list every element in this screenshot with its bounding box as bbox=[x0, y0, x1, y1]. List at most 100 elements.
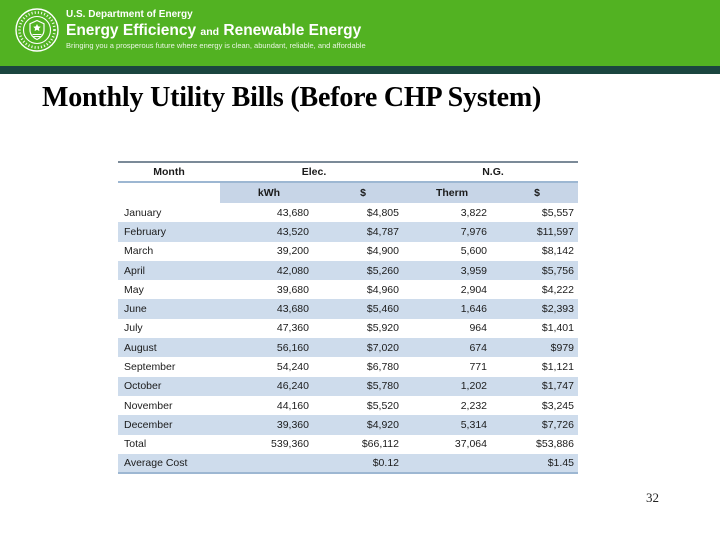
cell-elec-cost: $4,805 bbox=[366, 206, 399, 219]
table-row: September 54,240 $6,780 771 $1,121 bbox=[118, 357, 578, 377]
cell-ng-cost: $3,245 bbox=[541, 399, 574, 412]
cell-ng-cost: $53,886 bbox=[536, 438, 574, 451]
doe-seal-icon bbox=[15, 8, 59, 52]
col-header-ng-dollars: $ bbox=[496, 182, 578, 203]
cell-kwh: 43,680 bbox=[276, 303, 309, 316]
table-group-header-row: Month Elec. N.G. bbox=[118, 161, 578, 183]
cell-month: January bbox=[124, 206, 162, 219]
cell-ng-cost: $8,142 bbox=[541, 245, 574, 258]
cell-month: October bbox=[124, 380, 162, 393]
cell-month: May bbox=[124, 283, 144, 296]
cell-kwh: 539,360 bbox=[271, 438, 309, 451]
cell-elec-cost: $6,780 bbox=[366, 361, 399, 374]
cell-kwh: 42,080 bbox=[276, 264, 309, 277]
cell-therm: 1,202 bbox=[460, 380, 487, 393]
cell-kwh: 39,680 bbox=[276, 283, 309, 296]
cell-month: February bbox=[124, 225, 167, 238]
cell-therm: 1,646 bbox=[460, 303, 487, 316]
cell-kwh: 39,200 bbox=[276, 245, 309, 258]
cell-therm: 2,904 bbox=[460, 283, 487, 296]
cell-month: Total bbox=[124, 438, 147, 451]
cell-therm: 3,822 bbox=[460, 206, 487, 219]
cell-elec-cost: $5,780 bbox=[366, 380, 399, 393]
cell-elec-cost: $4,787 bbox=[366, 225, 399, 238]
table-row: January 43,680 $4,805 3,822 $5,557 bbox=[118, 203, 578, 223]
cell-elec-cost: $4,900 bbox=[366, 245, 399, 258]
doe-banner: U.S. Department of Energy Energy Efficie… bbox=[0, 0, 720, 66]
cell-elec-cost: $7,020 bbox=[366, 341, 399, 354]
cell-month: July bbox=[124, 322, 143, 335]
cell-kwh: 43,680 bbox=[276, 206, 309, 219]
col-group-ng: N.G. bbox=[408, 161, 578, 183]
cell-ng-cost: $5,557 bbox=[541, 206, 574, 219]
table-row: April 42,080 $5,260 3,959 $5,756 bbox=[118, 260, 578, 281]
cell-ng-cost: $2,393 bbox=[541, 303, 574, 316]
subheader-blank-cell bbox=[118, 182, 220, 203]
table-subheader-row: kWh $ Therm $ bbox=[118, 182, 578, 203]
cell-therm: 7,976 bbox=[460, 225, 487, 238]
banner-accent-stripe bbox=[0, 66, 720, 74]
cell-therm: 5,314 bbox=[460, 418, 487, 431]
col-header-kwh: kWh bbox=[220, 182, 318, 203]
table-row: June 43,680 $5,460 1,646 $2,393 bbox=[118, 299, 578, 319]
cell-elec-cost: $4,920 bbox=[366, 418, 399, 431]
cell-elec-cost: $0.12 bbox=[318, 453, 408, 475]
table-row: October 46,240 $5,780 1,202 $1,747 bbox=[118, 376, 578, 396]
cell-month: August bbox=[124, 341, 157, 354]
col-group-elec: Elec. bbox=[220, 161, 408, 183]
cell-month: September bbox=[124, 361, 176, 374]
program-and: and bbox=[200, 25, 220, 38]
program-part1: Energy Efficiency bbox=[66, 21, 197, 39]
table-row: November 44,160 $5,520 2,232 $3,245 bbox=[118, 395, 578, 416]
cell-elec-cost: $66,112 bbox=[361, 438, 399, 451]
banner-tagline: Bringing you a prosperous future where e… bbox=[66, 41, 366, 51]
banner-text: U.S. Department of Energy Energy Efficie… bbox=[66, 9, 366, 51]
cell-elec-cost: $5,460 bbox=[366, 303, 399, 316]
cell-month: December bbox=[124, 418, 173, 431]
cell-ng-cost: $1,401 bbox=[541, 322, 574, 335]
cell-kwh: 44,160 bbox=[276, 399, 309, 412]
cell-ng-cost: $1.45 bbox=[496, 453, 578, 475]
utility-bills-table: Month Elec. N.G. kWh $ Therm $ January 4… bbox=[118, 161, 578, 475]
cell-elec-cost: $4,960 bbox=[366, 283, 399, 296]
table-row: February 43,520 $4,787 7,976 $11,597 bbox=[118, 222, 578, 242]
table-row: December 39,360 $4,920 5,314 $7,726 bbox=[118, 415, 578, 435]
col-header-month: Month bbox=[118, 161, 220, 183]
cell-therm: 771 bbox=[469, 361, 487, 374]
cell-therm: 674 bbox=[469, 341, 487, 354]
cell-therm bbox=[408, 453, 496, 475]
cell-therm: 37,064 bbox=[454, 438, 487, 451]
page-number: 32 bbox=[646, 490, 659, 505]
table-row: August 56,160 $7,020 674 $979 bbox=[118, 338, 578, 358]
cell-elec-cost: $5,260 bbox=[366, 264, 399, 277]
cell-ng-cost: $1,121 bbox=[541, 361, 574, 374]
cell-ng-cost: $4,222 bbox=[541, 283, 574, 296]
cell-month: June bbox=[124, 303, 147, 316]
agency-name: U.S. Department of Energy bbox=[66, 9, 193, 20]
program-part2: Renewable Energy bbox=[223, 21, 362, 39]
cell-kwh: 54,240 bbox=[276, 361, 309, 374]
cell-kwh: 39,360 bbox=[276, 418, 309, 431]
cell-elec-cost: $5,920 bbox=[366, 322, 399, 335]
cell-kwh bbox=[220, 453, 318, 475]
cell-kwh: 47,360 bbox=[276, 322, 309, 335]
cell-kwh: 56,160 bbox=[276, 341, 309, 354]
cell-month: November bbox=[124, 399, 173, 412]
cell-ng-cost: $7,726 bbox=[541, 418, 574, 431]
cell-therm: 2,232 bbox=[460, 399, 487, 412]
cell-ng-cost: $1,747 bbox=[541, 380, 574, 393]
cell-month: April bbox=[124, 264, 146, 277]
col-header-therm: Therm bbox=[408, 182, 496, 203]
table-row: Total 539,360 $66,112 37,064 $53,886 bbox=[118, 434, 578, 454]
cell-ng-cost: $11,597 bbox=[536, 225, 574, 238]
slide-title: Monthly Utility Bills (Before CHP System… bbox=[42, 82, 542, 113]
cell-elec-cost: $5,520 bbox=[366, 399, 399, 412]
table-row: July 47,360 $5,920 964 $1,401 bbox=[118, 318, 578, 339]
table-row: March 39,200 $4,900 5,600 $8,142 bbox=[118, 241, 578, 261]
cell-ng-cost: $5,756 bbox=[541, 264, 574, 277]
cell-ng-cost: $979 bbox=[550, 341, 574, 354]
cell-kwh: 46,240 bbox=[276, 380, 309, 393]
cell-kwh: 43,520 bbox=[276, 225, 309, 238]
cell-therm: 3,959 bbox=[460, 264, 487, 277]
